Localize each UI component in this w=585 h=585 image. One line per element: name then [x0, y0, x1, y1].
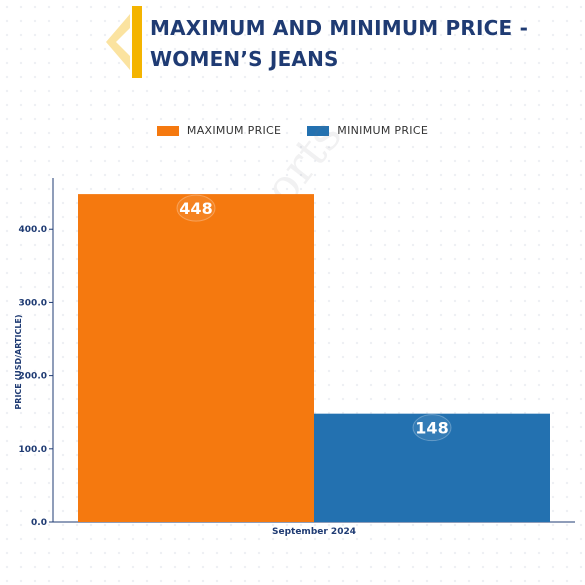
data-label-bubble: [412, 414, 452, 442]
x-tick-label: September 2024: [272, 527, 356, 537]
chart-legend: MAXIMUM PRICE MINIMUM PRICE: [0, 124, 585, 137]
bar-min: [314, 413, 550, 522]
legend-item-min: MINIMUM PRICE: [307, 124, 428, 137]
y-tick-label: 0.0: [31, 518, 47, 528]
y-tick-label: 200.0: [19, 372, 47, 382]
chevron-logo-icon: [106, 6, 142, 78]
y-axis-label: PRICE (USD/ARTICLE): [14, 314, 23, 409]
bar-max: [78, 194, 314, 523]
data-label: 148: [415, 419, 448, 438]
data-label: 448: [179, 199, 212, 218]
data-label-bubble: [176, 194, 216, 222]
legend-label-max: MAXIMUM PRICE: [186, 124, 282, 137]
title-line-2: WOMEN’S JEANS: [150, 47, 339, 71]
title-line-1: MAXIMUM AND MINIMUM PRICE -: [150, 16, 529, 40]
legend-swatch-min: [307, 125, 330, 136]
y-tick-label: 400.0: [19, 225, 47, 235]
legend-label-min: MINIMUM PRICE: [337, 124, 429, 137]
y-tick-label: 300.0: [19, 298, 47, 308]
page-title: MAXIMUM AND MINIMUM PRICE - WOMEN’S JEAN…: [150, 13, 570, 75]
y-tick-label: 100.0: [19, 445, 47, 455]
legend-swatch-max: [156, 125, 179, 136]
legend-item-max: MAXIMUM PRICE: [156, 124, 282, 137]
